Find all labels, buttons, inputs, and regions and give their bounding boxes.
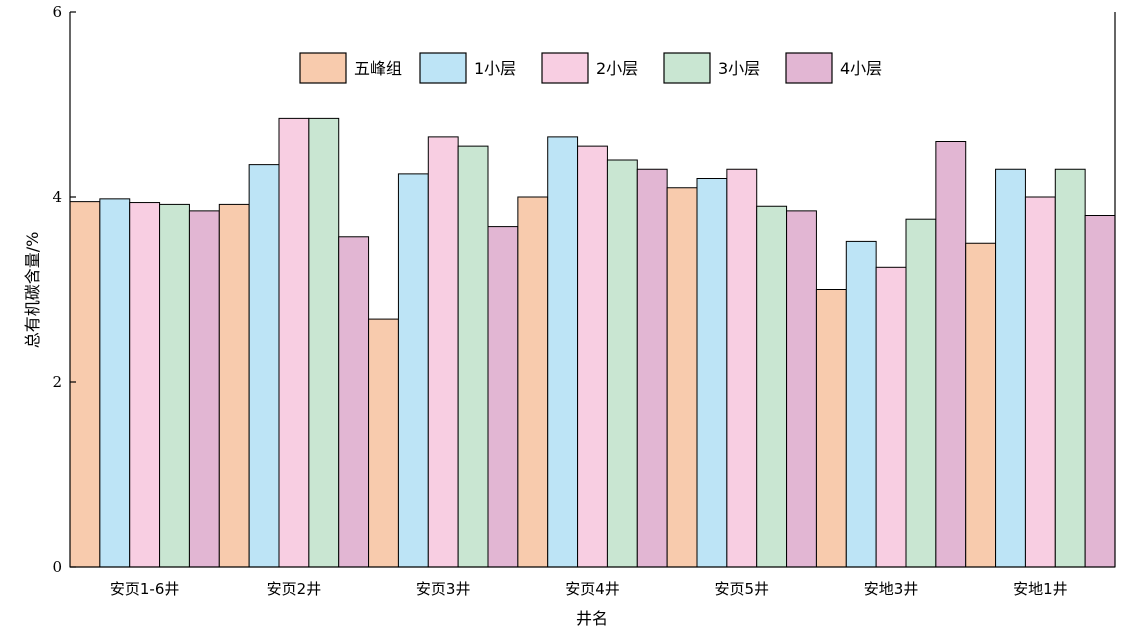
legend-swatch [541, 52, 589, 84]
bar-1-series-3 [129, 202, 161, 568]
bar-1-series-5 [188, 210, 220, 568]
axes-layer [69, 12, 1116, 568]
x-tick-labels: 安页1-6井 安页2井 安页3井 安页4井 安页5井 安地3井 安地1井 [110, 580, 1068, 598]
x-tick-label: 安页1-6井 [110, 580, 180, 598]
bar-7-series-4 [1054, 168, 1086, 568]
bar-5-series-2 [696, 178, 728, 568]
bar-2-series-2 [248, 164, 280, 568]
x-tick-label: 安页2井 [267, 580, 322, 598]
bar-3-series-5 [487, 226, 519, 568]
bar-2-series-3 [278, 117, 310, 568]
legend-label: 3小层 [718, 59, 760, 78]
bar-6-series-5 [935, 141, 967, 568]
bar-3-series-3 [427, 136, 459, 568]
legend-label: 1小层 [474, 59, 516, 78]
x-axis-title: 井名 [576, 609, 608, 628]
bar-3-series-4 [457, 145, 489, 568]
bar-7-series-1 [965, 242, 997, 568]
bar-3-series-2 [397, 173, 429, 568]
y-tick-label: 4 [52, 188, 62, 206]
bar-5-series-3 [726, 168, 758, 568]
x-tick-label: 安页5井 [715, 580, 770, 598]
legend: 五峰组 1小层 2小层 3小层 4小层 [299, 52, 882, 84]
legend-swatch [663, 52, 711, 84]
y-tick-label: 2 [52, 373, 62, 391]
legend-swatch [299, 52, 347, 84]
bar-2-series-1 [218, 203, 250, 568]
bar-6-series-1 [815, 289, 847, 568]
bar-2-series-4 [308, 117, 340, 568]
y-tick-label: 6 [52, 3, 62, 21]
bar-6-series-4 [905, 218, 937, 568]
x-tick-label: 安页4井 [565, 580, 620, 598]
bar-6-series-3 [875, 266, 907, 568]
x-tick-label: 安地1井 [1013, 580, 1068, 598]
legend-swatch [419, 52, 467, 84]
bar-1-series-1 [69, 201, 101, 568]
bar-1-series-4 [159, 203, 190, 568]
bar-7-series-2 [995, 168, 1026, 568]
bar-4-series-4 [606, 159, 638, 568]
legend-label: 五峰组 [354, 59, 402, 78]
y-axis-title: 总有机碳含量/% [23, 232, 42, 349]
bar-5-series-5 [786, 210, 817, 568]
bar-4-series-2 [547, 136, 579, 568]
bar-4-series-5 [636, 168, 668, 568]
bar-5-series-1 [666, 187, 698, 568]
legend-label: 4小层 [840, 59, 882, 78]
bar-4-series-3 [577, 145, 608, 568]
bar-6-series-2 [845, 240, 877, 568]
legend-swatch [785, 52, 833, 84]
bar-2-series-5 [338, 236, 370, 568]
legend-label: 2小层 [596, 59, 638, 78]
bar-4-series-1 [517, 196, 549, 568]
y-ticks: 0 2 4 6 [52, 3, 76, 576]
bar-3-series-1 [368, 318, 399, 568]
bar-5-series-4 [756, 205, 788, 568]
y-tick-label: 0 [52, 558, 62, 576]
bar-7-series-5 [1084, 215, 1116, 568]
bar-1-series-2 [99, 198, 131, 568]
bar-7-series-3 [1024, 196, 1056, 568]
bars-layer [69, 117, 1116, 568]
x-tick-label: 安地3井 [864, 580, 919, 598]
x-tick-label: 安页3井 [416, 580, 471, 598]
